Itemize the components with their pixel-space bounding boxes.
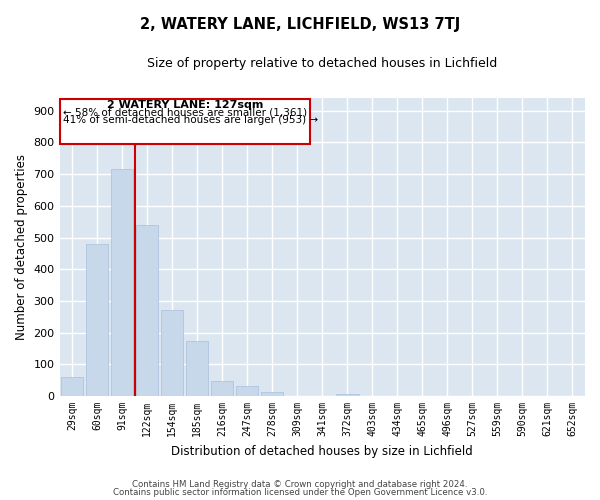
- Bar: [136, 225, 158, 396]
- Text: 2, WATERY LANE, LICHFIELD, WS13 7TJ: 2, WATERY LANE, LICHFIELD, WS13 7TJ: [140, 18, 460, 32]
- Text: 41% of semi-detached houses are larger (953) →: 41% of semi-detached houses are larger (…: [62, 115, 317, 125]
- Bar: [86, 244, 109, 396]
- Y-axis label: Number of detached properties: Number of detached properties: [15, 154, 28, 340]
- Title: Size of property relative to detached houses in Lichfield: Size of property relative to detached ho…: [147, 58, 497, 70]
- Bar: [111, 170, 133, 396]
- Bar: [211, 381, 233, 396]
- Bar: [161, 310, 184, 396]
- Bar: [261, 392, 283, 396]
- FancyBboxPatch shape: [60, 98, 310, 144]
- X-axis label: Distribution of detached houses by size in Lichfield: Distribution of detached houses by size …: [172, 444, 473, 458]
- Bar: [61, 377, 83, 396]
- Bar: [336, 394, 359, 396]
- Text: Contains public sector information licensed under the Open Government Licence v3: Contains public sector information licen…: [113, 488, 487, 497]
- Text: 2 WATERY LANE: 127sqm: 2 WATERY LANE: 127sqm: [107, 100, 263, 110]
- Text: ← 58% of detached houses are smaller (1,361): ← 58% of detached houses are smaller (1,…: [62, 108, 307, 118]
- Bar: [236, 386, 259, 396]
- Bar: [186, 340, 208, 396]
- Text: Contains HM Land Registry data © Crown copyright and database right 2024.: Contains HM Land Registry data © Crown c…: [132, 480, 468, 489]
